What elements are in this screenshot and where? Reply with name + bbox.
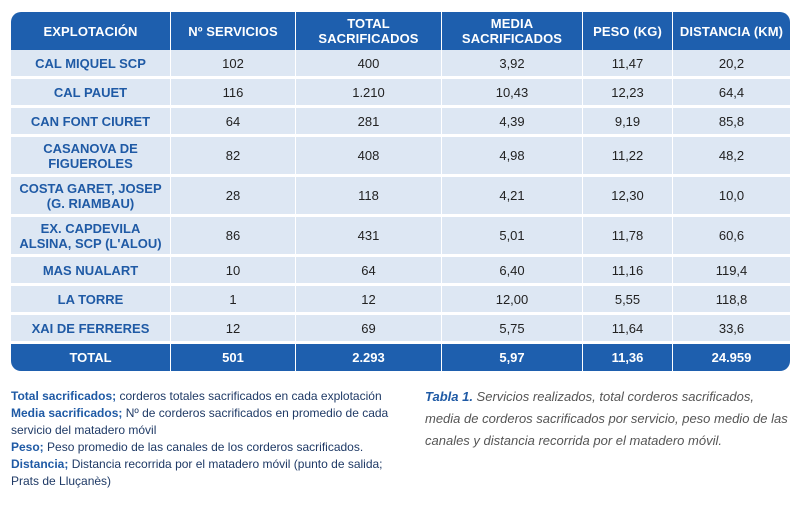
cell-media-sacrificados: 3,92 — [442, 50, 583, 79]
cell-distancia: 10,0 — [673, 177, 790, 217]
cell-peso: 11,47 — [583, 50, 673, 79]
cell-explotacion: COSTA GARET, JOSEP (G. RIAMBAU) — [11, 177, 171, 217]
cell-media-sacrificados: 4,21 — [442, 177, 583, 217]
legend-text: Peso promedio de las canales de los cord… — [43, 440, 364, 454]
cell-total-sacrificados: 431 — [296, 217, 442, 257]
cell-servicios: 82 — [171, 137, 296, 177]
cell-explotacion: CASANOVA DE FIGUEROLES — [11, 137, 171, 177]
cell-distancia: 119,4 — [673, 257, 790, 286]
total-media: 5,97 — [442, 344, 583, 371]
table-row: CAL MIQUEL SCP 102 400 3,92 11,47 20,2 — [11, 50, 790, 79]
cell-explotacion: CAL MIQUEL SCP — [11, 50, 171, 79]
cell-explotacion: CAL PAUET — [11, 79, 171, 108]
cell-peso: 11,16 — [583, 257, 673, 286]
cell-media-sacrificados: 4,39 — [442, 108, 583, 137]
legend-term: Media sacrificados; — [11, 406, 123, 420]
cell-media-sacrificados: 5,01 — [442, 217, 583, 257]
legend-item: Total sacrificados; corderos totales sac… — [11, 388, 406, 405]
cell-total-sacrificados: 1.210 — [296, 79, 442, 108]
cell-total-sacrificados: 69 — [296, 315, 442, 344]
cell-distancia: 48,2 — [673, 137, 790, 177]
cell-explotacion: CAN FONT CIURET — [11, 108, 171, 137]
table-row: CAL PAUET 116 1.210 10,43 12,23 64,4 — [11, 79, 790, 108]
total-servicios: 501 — [171, 344, 296, 371]
legend-text: Distancia recorrida por el matadero móvi… — [11, 457, 383, 488]
cell-media-sacrificados: 12,00 — [442, 286, 583, 315]
table-row: CAN FONT CIURET 64 281 4,39 9,19 85,8 — [11, 108, 790, 137]
cell-explotacion: LA TORRE — [11, 286, 171, 315]
cell-peso: 11,78 — [583, 217, 673, 257]
cell-servicios: 102 — [171, 50, 296, 79]
header-media-sacrificados: MEDIA SACRIFICADOS — [442, 12, 583, 50]
header-explotacion: EXPLOTACIÓN — [11, 12, 171, 50]
cell-peso: 9,19 — [583, 108, 673, 137]
total-peso: 11,36 — [583, 344, 673, 371]
table-row: EX. CAPDEVILA ALSINA, SCP (L'ALOU) 86 431 5… — [11, 217, 790, 257]
table-total-row: TOTAL 501 2.293 5,97 11,36 24.959 — [11, 344, 790, 371]
table-row: XAI DE FERRERES 12 69 5,75 11,64 33,6 — [11, 315, 790, 344]
legend-item: Media sacrificados; Nº de corderos sacri… — [11, 405, 406, 439]
total-distancia: 24.959 — [673, 344, 790, 371]
legend-term: Total sacrificados; — [11, 389, 117, 403]
header-peso: PESO (KG) — [583, 12, 673, 50]
data-table-container: EXPLOTACIÓN Nº SERVICIOS TOTAL SACRIFICA… — [11, 12, 790, 371]
cell-peso: 5,55 — [583, 286, 673, 315]
cell-peso: 12,30 — [583, 177, 673, 217]
cell-explotacion: EX. CAPDEVILA ALSINA, SCP (L'ALOU) — [11, 217, 171, 257]
cell-servicios: 10 — [171, 257, 296, 286]
table-caption: Tabla 1. Servicios realizados, total cor… — [425, 386, 793, 452]
table-row: MAS NUALART 10 64 6,40 11,16 119,4 — [11, 257, 790, 286]
cell-total-sacrificados: 400 — [296, 50, 442, 79]
total-sacrificados: 2.293 — [296, 344, 442, 371]
total-label: TOTAL — [11, 344, 171, 371]
table-row: LA TORRE 1 12 12,00 5,55 118,8 — [11, 286, 790, 315]
cell-distancia: 85,8 — [673, 108, 790, 137]
header-total-sacrificados: TOTAL SACRIFICADOS — [296, 12, 442, 50]
legend-text: corderos totales sacrificados en cada ex… — [116, 389, 382, 403]
header-distancia: DISTANCIA (KM) — [673, 12, 790, 50]
cell-peso: 11,64 — [583, 315, 673, 344]
legend-text: Nº de corderos sacrificados en promedio … — [11, 406, 389, 437]
table-row: CASANOVA DE FIGUEROLES 82 408 4,98 11,22 48,2 — [11, 137, 790, 177]
caption-text: Servicios realizados, total corderos sac… — [425, 389, 788, 448]
cell-peso: 11,22 — [583, 137, 673, 177]
table-row: COSTA GARET, JOSEP (G. RIAMBAU) 28 118 4,21… — [11, 177, 790, 217]
cell-distancia: 64,4 — [673, 79, 790, 108]
cell-peso: 12,23 — [583, 79, 673, 108]
cell-distancia: 33,6 — [673, 315, 790, 344]
legend: Total sacrificados; corderos totales sac… — [11, 388, 406, 490]
cell-total-sacrificados: 281 — [296, 108, 442, 137]
cell-servicios: 64 — [171, 108, 296, 137]
cell-servicios: 1 — [171, 286, 296, 315]
services-table: EXPLOTACIÓN Nº SERVICIOS TOTAL SACRIFICA… — [11, 12, 790, 371]
table-header-row: EXPLOTACIÓN Nº SERVICIOS TOTAL SACRIFICA… — [11, 12, 790, 50]
legend-item: Peso; Peso promedio de las canales de lo… — [11, 439, 406, 456]
cell-media-sacrificados: 5,75 — [442, 315, 583, 344]
caption-label: Tabla 1. — [425, 389, 473, 404]
cell-total-sacrificados: 408 — [296, 137, 442, 177]
legend-item: Distancia; Distancia recorrida por el ma… — [11, 456, 406, 490]
cell-total-sacrificados: 12 — [296, 286, 442, 315]
cell-distancia: 118,8 — [673, 286, 790, 315]
cell-explotacion: MAS NUALART — [11, 257, 171, 286]
cell-total-sacrificados: 118 — [296, 177, 442, 217]
cell-distancia: 60,6 — [673, 217, 790, 257]
header-servicios: Nº SERVICIOS — [171, 12, 296, 50]
cell-media-sacrificados: 6,40 — [442, 257, 583, 286]
cell-servicios: 12 — [171, 315, 296, 344]
cell-servicios: 86 — [171, 217, 296, 257]
legend-term: Distancia; — [11, 457, 69, 471]
legend-term: Peso; — [11, 440, 44, 454]
cell-servicios: 28 — [171, 177, 296, 217]
cell-media-sacrificados: 4,98 — [442, 137, 583, 177]
cell-servicios: 116 — [171, 79, 296, 108]
cell-total-sacrificados: 64 — [296, 257, 442, 286]
cell-media-sacrificados: 10,43 — [442, 79, 583, 108]
cell-distancia: 20,2 — [673, 50, 790, 79]
cell-explotacion: XAI DE FERRERES — [11, 315, 171, 344]
